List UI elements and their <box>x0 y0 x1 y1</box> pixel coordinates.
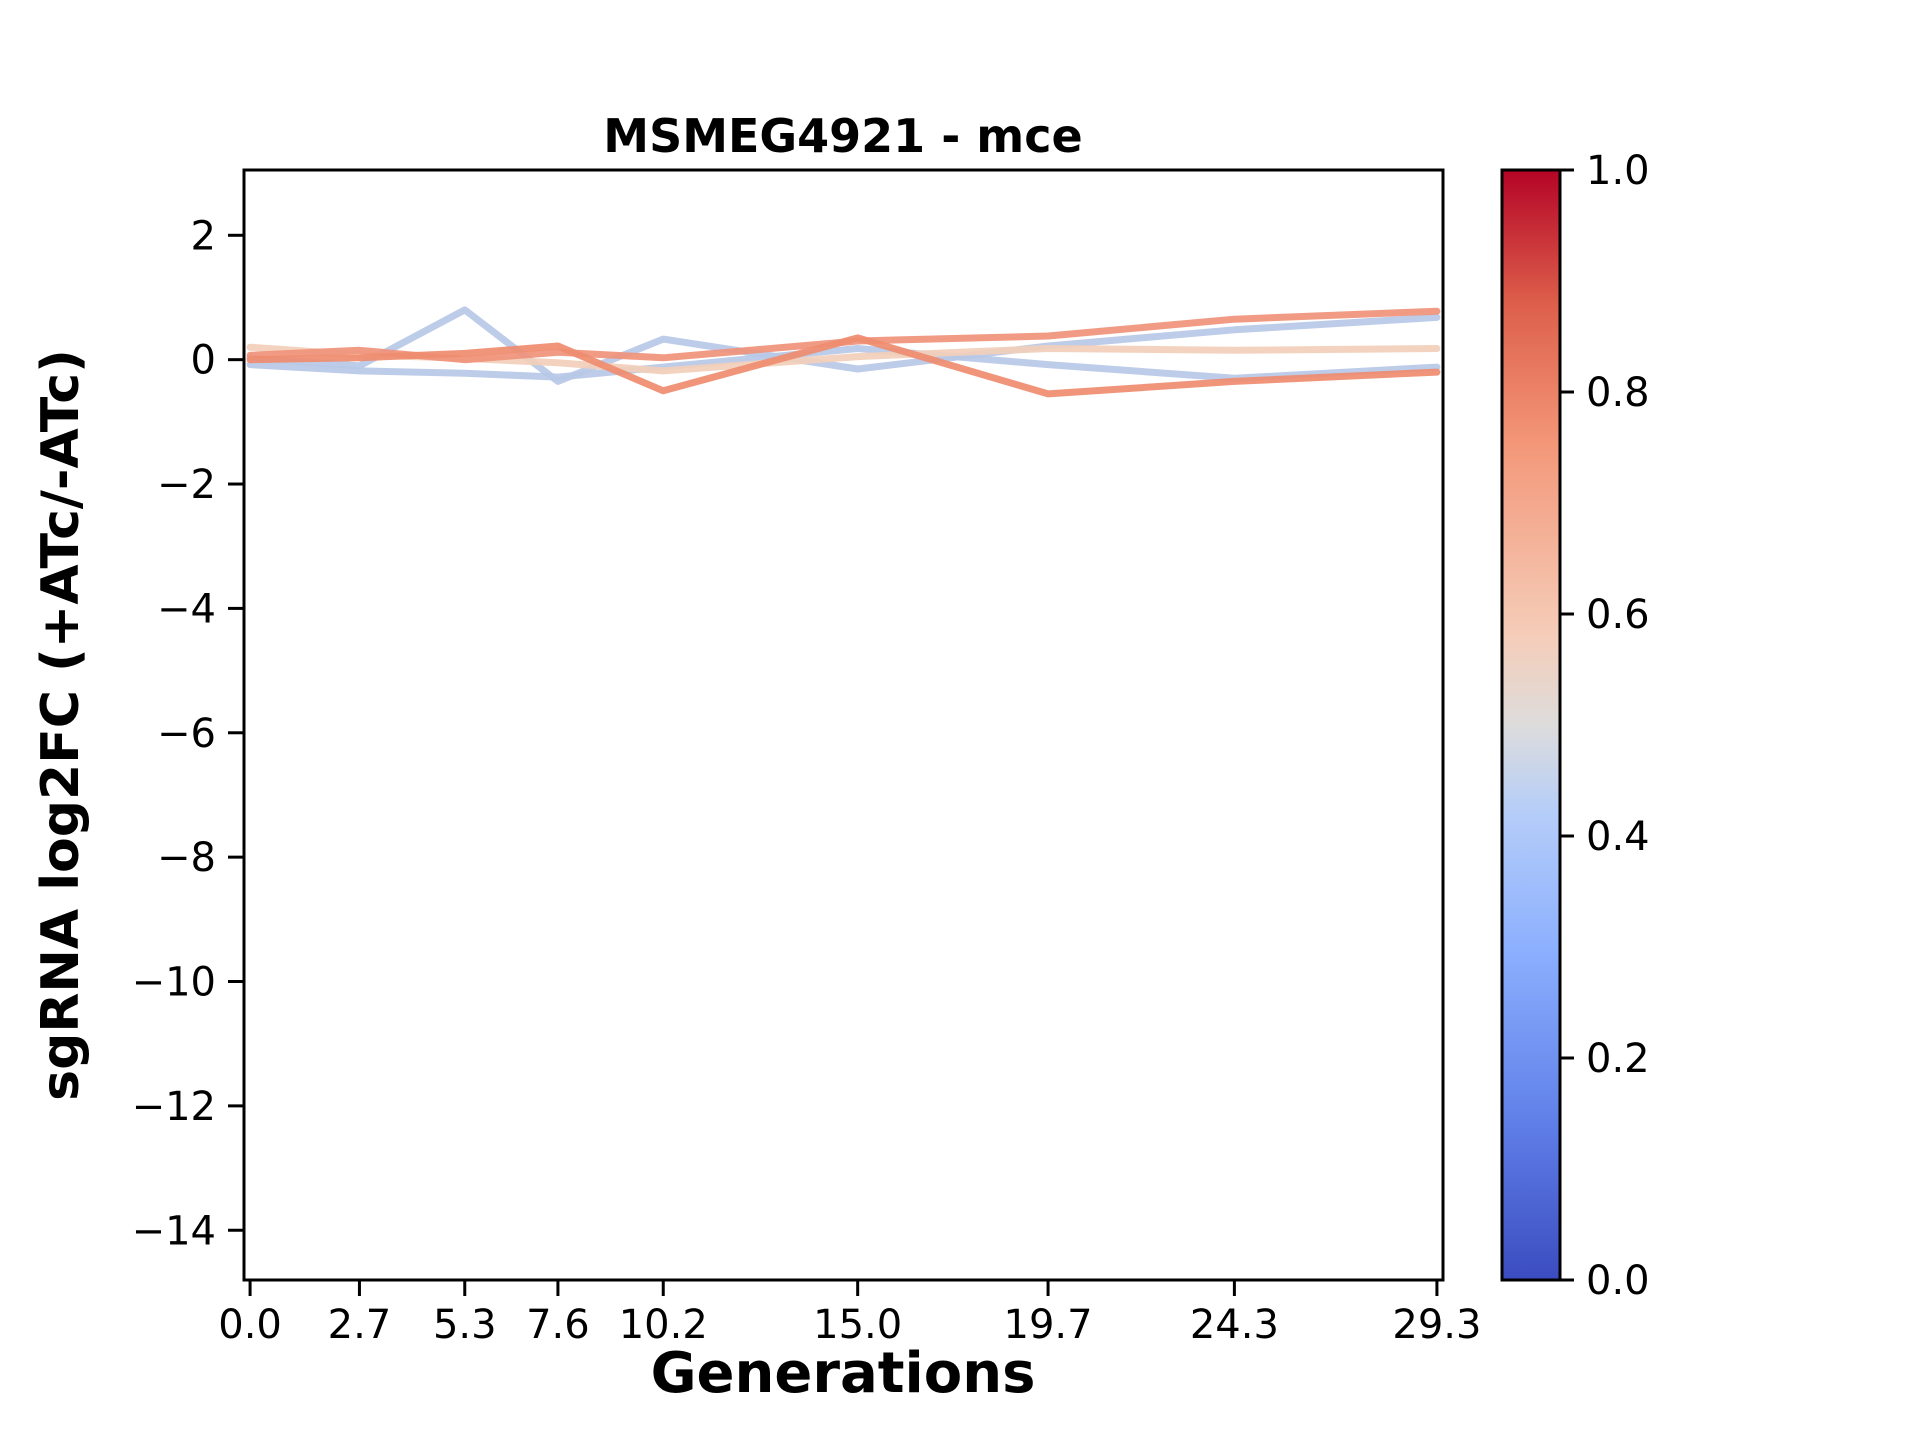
x-tick-label: 19.7 <box>1004 1302 1093 1348</box>
y-tick-label: −14 <box>132 1208 216 1254</box>
colorbar-ticks: 1.0 0.8 0.6 0.4 0.2 0.0 <box>1560 148 1650 1304</box>
series-group <box>246 306 1441 398</box>
y-tick-label: 0 <box>191 338 216 384</box>
x-tick-label: 10.2 <box>619 1302 708 1348</box>
x-tick-label: 0.0 <box>218 1302 282 1348</box>
x-axis-ticks: 0.0 2.7 5.3 7.6 10.2 15.0 19.7 24.3 29.3 <box>218 1280 1481 1348</box>
colorbar-outline <box>1500 168 1562 1282</box>
series-line-sgRNA-blue-2 <box>246 345 1441 382</box>
series-line-sgRNA-orange-2 <box>246 334 1441 398</box>
colorbar <box>1502 170 1560 1280</box>
y-axis-label: sgRNA log2FC (+ATc/-ATc) <box>31 349 91 1101</box>
colorbar-tick-label: 0.6 <box>1586 592 1650 638</box>
x-tick-label: 5.3 <box>433 1302 497 1348</box>
x-tick-label: 2.7 <box>328 1302 392 1348</box>
colorbar-tick-label: 0.4 <box>1586 814 1650 860</box>
y-tick-label: −6 <box>157 711 216 757</box>
x-tick-label: 15.0 <box>813 1302 902 1348</box>
plot-area <box>244 170 1443 1280</box>
colorbar-tick-label: 0.8 <box>1586 370 1650 416</box>
chart-title: MSMEG4921 - mce <box>603 109 1082 163</box>
y-tick-label: −4 <box>157 586 216 632</box>
y-tick-label: −8 <box>157 835 216 881</box>
colorbar-tick-label: 1.0 <box>1586 148 1650 194</box>
axes-spines <box>242 168 1445 1282</box>
x-axis-label: Generations <box>651 1341 1036 1406</box>
y-tick-label: −12 <box>132 1084 216 1130</box>
colorbar-tick-label: 0.2 <box>1586 1036 1650 1082</box>
y-axis-ticks: 2 0 −2 −4 −6 −8 −10 −12 −14 <box>132 213 244 1254</box>
x-tick-label: 29.3 <box>1392 1302 1481 1348</box>
colorbar-tick-label: 0.0 <box>1586 1258 1650 1304</box>
x-tick-label: 7.6 <box>526 1302 590 1348</box>
y-tick-label: −10 <box>132 960 216 1006</box>
y-tick-label: −2 <box>157 462 216 508</box>
series-line-sgRNA-blue-1 <box>246 306 1441 385</box>
x-tick-label: 24.3 <box>1190 1302 1279 1348</box>
y-tick-label: 2 <box>191 213 216 259</box>
